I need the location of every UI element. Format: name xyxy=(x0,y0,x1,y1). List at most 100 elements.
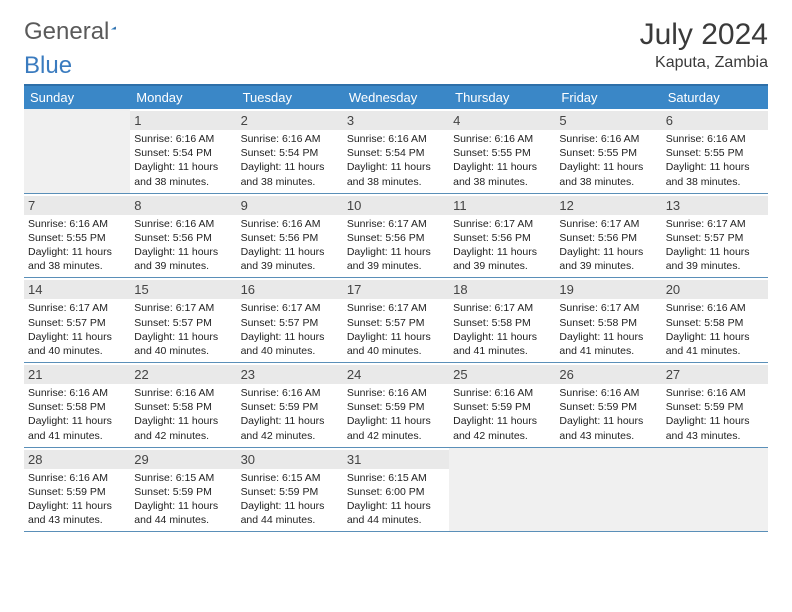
day-info: Sunrise: 6:16 AMSunset: 5:54 PMDaylight:… xyxy=(241,132,339,189)
daylight-1: Daylight: 11 hours xyxy=(241,245,339,259)
day-cell: 15 Sunrise: 6:17 AMSunset: 5:57 PMDayligh… xyxy=(130,278,236,363)
day-number: 18 xyxy=(449,280,555,299)
week-row: 14Sunrise: 6:17 AMSunset: 5:57 PMDayligh… xyxy=(24,278,768,363)
day-info: Sunrise: 6:16 AMSunset: 5:55 PMDaylight:… xyxy=(453,132,551,189)
daylight-2: and 44 minutes. xyxy=(134,513,232,527)
day-info: Sunrise: 6:17 AMSunset: 5:57 PMDaylight:… xyxy=(134,301,232,358)
sunrise: Sunrise: 6:16 AM xyxy=(559,132,657,146)
sunset: Sunset: 5:55 PM xyxy=(28,231,126,245)
daylight-2: and 39 minutes. xyxy=(241,259,339,273)
daylight-1: Daylight: 11 hours xyxy=(347,245,445,259)
day-info: Sunrise: 6:17 AMSunset: 5:58 PMDaylight:… xyxy=(559,301,657,358)
day-number: 22 xyxy=(130,365,236,384)
day-cell: 31Sunrise: 6:15 AMSunset: 6:00 PMDayligh… xyxy=(343,448,449,533)
sunset: Sunset: 5:58 PM xyxy=(28,400,126,414)
daylight-1: Daylight: 11 hours xyxy=(666,245,764,259)
daylight-1: Daylight: 11 hours xyxy=(559,160,657,174)
sunset: Sunset: 5:58 PM xyxy=(453,316,551,330)
day-info: Sunrise: 6:17 AMSunset: 5:56 PMDaylight:… xyxy=(559,217,657,274)
day-number: 25 xyxy=(449,365,555,384)
day-cell: 6Sunrise: 6:16 AMSunset: 5:55 PMDaylight… xyxy=(662,109,768,194)
sunset: Sunset: 5:59 PM xyxy=(453,400,551,414)
day-info: Sunrise: 6:17 AMSunset: 5:57 PMDaylight:… xyxy=(347,301,445,358)
day-number: 27 xyxy=(662,365,768,384)
sunset: Sunset: 5:58 PM xyxy=(134,400,232,414)
daylight-2: and 39 minutes. xyxy=(134,259,232,273)
day-info: Sunrise: 6:16 AMSunset: 5:55 PMDaylight:… xyxy=(559,132,657,189)
sunset: Sunset: 5:55 PM xyxy=(453,146,551,160)
sunrise: Sunrise: 6:17 AM xyxy=(347,301,445,315)
sunrise: Sunrise: 6:16 AM xyxy=(134,132,232,146)
day-info: Sunrise: 6:16 AMSunset: 5:55 PMDaylight:… xyxy=(28,217,126,274)
sunset: Sunset: 5:55 PM xyxy=(559,146,657,160)
day-info: Sunrise: 6:16 AMSunset: 5:58 PMDaylight:… xyxy=(134,386,232,443)
sunset: Sunset: 5:58 PM xyxy=(666,316,764,330)
sunrise: Sunrise: 6:17 AM xyxy=(453,301,551,315)
sunset: Sunset: 5:57 PM xyxy=(347,316,445,330)
day-info: Sunrise: 6:17 AMSunset: 5:58 PMDaylight:… xyxy=(453,301,551,358)
sunset: Sunset: 5:54 PM xyxy=(347,146,445,160)
daylight-2: and 38 minutes. xyxy=(241,175,339,189)
day-number: 21 xyxy=(24,365,130,384)
daylight-2: and 43 minutes. xyxy=(28,513,126,527)
daylight-1: Daylight: 11 hours xyxy=(559,245,657,259)
daylight-1: Daylight: 11 hours xyxy=(241,499,339,513)
daylight-2: and 42 minutes. xyxy=(241,429,339,443)
sunset: Sunset: 5:55 PM xyxy=(666,146,764,160)
sunrise: Sunrise: 6:16 AM xyxy=(134,386,232,400)
day-cell: 1Sunrise: 6:16 AMSunset: 5:54 PMDaylight… xyxy=(130,109,236,194)
blank-cell xyxy=(24,109,130,194)
daylight-1: Daylight: 11 hours xyxy=(28,499,126,513)
week-row: 7Sunrise: 6:16 AMSunset: 5:55 PMDaylight… xyxy=(24,194,768,279)
sunrise: Sunrise: 6:17 AM xyxy=(241,301,339,315)
day-number: 29 xyxy=(130,450,236,469)
day-number: 16 xyxy=(237,280,343,299)
blank-cell xyxy=(555,448,661,533)
daylight-2: and 43 minutes. xyxy=(666,429,764,443)
day-cell: 22 Sunrise: 6:16 AMSunset: 5:58 PMDayligh… xyxy=(130,363,236,448)
daylight-1: Daylight: 11 hours xyxy=(453,160,551,174)
day-number: 15 xyxy=(130,280,236,299)
sunrise: Sunrise: 6:17 AM xyxy=(453,217,551,231)
day-number: 23 xyxy=(237,365,343,384)
sunset: Sunset: 5:59 PM xyxy=(241,485,339,499)
daylight-2: and 38 minutes. xyxy=(666,175,764,189)
day-info: Sunrise: 6:17 AMSunset: 5:57 PMDaylight:… xyxy=(666,217,764,274)
daylight-2: and 39 minutes. xyxy=(453,259,551,273)
daylight-1: Daylight: 11 hours xyxy=(559,414,657,428)
week-row: 21Sunrise: 6:16 AMSunset: 5:58 PMDayligh… xyxy=(24,363,768,448)
day-info: Sunrise: 6:16 AMSunset: 5:59 PMDaylight:… xyxy=(559,386,657,443)
daylight-1: Daylight: 11 hours xyxy=(559,330,657,344)
day-number: 8 xyxy=(130,196,236,215)
day-cell: 5Sunrise: 6:16 AMSunset: 5:55 PMDaylight… xyxy=(555,109,661,194)
day-info: Sunrise: 6:16 AMSunset: 5:59 PMDaylight:… xyxy=(241,386,339,443)
daylight-2: and 40 minutes. xyxy=(134,344,232,358)
logo-text-blue: Blue xyxy=(24,52,72,79)
daylight-2: and 38 minutes. xyxy=(559,175,657,189)
sunrise: Sunrise: 6:16 AM xyxy=(134,217,232,231)
day-number: 17 xyxy=(343,280,449,299)
sunrise: Sunrise: 6:16 AM xyxy=(241,132,339,146)
day-cell: 2Sunrise: 6:16 AMSunset: 5:54 PMDaylight… xyxy=(237,109,343,194)
day-info: Sunrise: 6:17 AMSunset: 5:56 PMDaylight:… xyxy=(347,217,445,274)
day-cell: 16Sunrise: 6:17 AMSunset: 5:57 PMDayligh… xyxy=(237,278,343,363)
day-info: Sunrise: 6:15 AMSunset: 6:00 PMDaylight:… xyxy=(347,471,445,528)
sunset: Sunset: 5:58 PM xyxy=(559,316,657,330)
daylight-1: Daylight: 11 hours xyxy=(453,330,551,344)
sunrise: Sunrise: 6:16 AM xyxy=(666,386,764,400)
day-info: Sunrise: 6:16 AMSunset: 5:59 PMDaylight:… xyxy=(453,386,551,443)
day-cell: 24Sunrise: 6:16 AMSunset: 5:59 PMDayligh… xyxy=(343,363,449,448)
day-number: 24 xyxy=(343,365,449,384)
weekday-header: Friday xyxy=(555,86,661,109)
sunset: Sunset: 5:57 PM xyxy=(666,231,764,245)
title-block: July 2024 Kaputa, Zambia xyxy=(640,18,768,72)
day-number: 26 xyxy=(555,365,661,384)
day-cell: 12Sunrise: 6:17 AMSunset: 5:56 PMDayligh… xyxy=(555,194,661,279)
daylight-2: and 40 minutes. xyxy=(241,344,339,358)
blank-cell xyxy=(449,448,555,533)
day-cell: 26 Sunrise: 6:16 AMSunset: 5:59 PMDayligh… xyxy=(555,363,661,448)
day-cell: 17 Sunrise: 6:17 AMSunset: 5:57 PMDayligh… xyxy=(343,278,449,363)
logo-text-general: General xyxy=(24,18,109,46)
daylight-2: and 41 minutes. xyxy=(453,344,551,358)
daylight-2: and 39 minutes. xyxy=(666,259,764,273)
